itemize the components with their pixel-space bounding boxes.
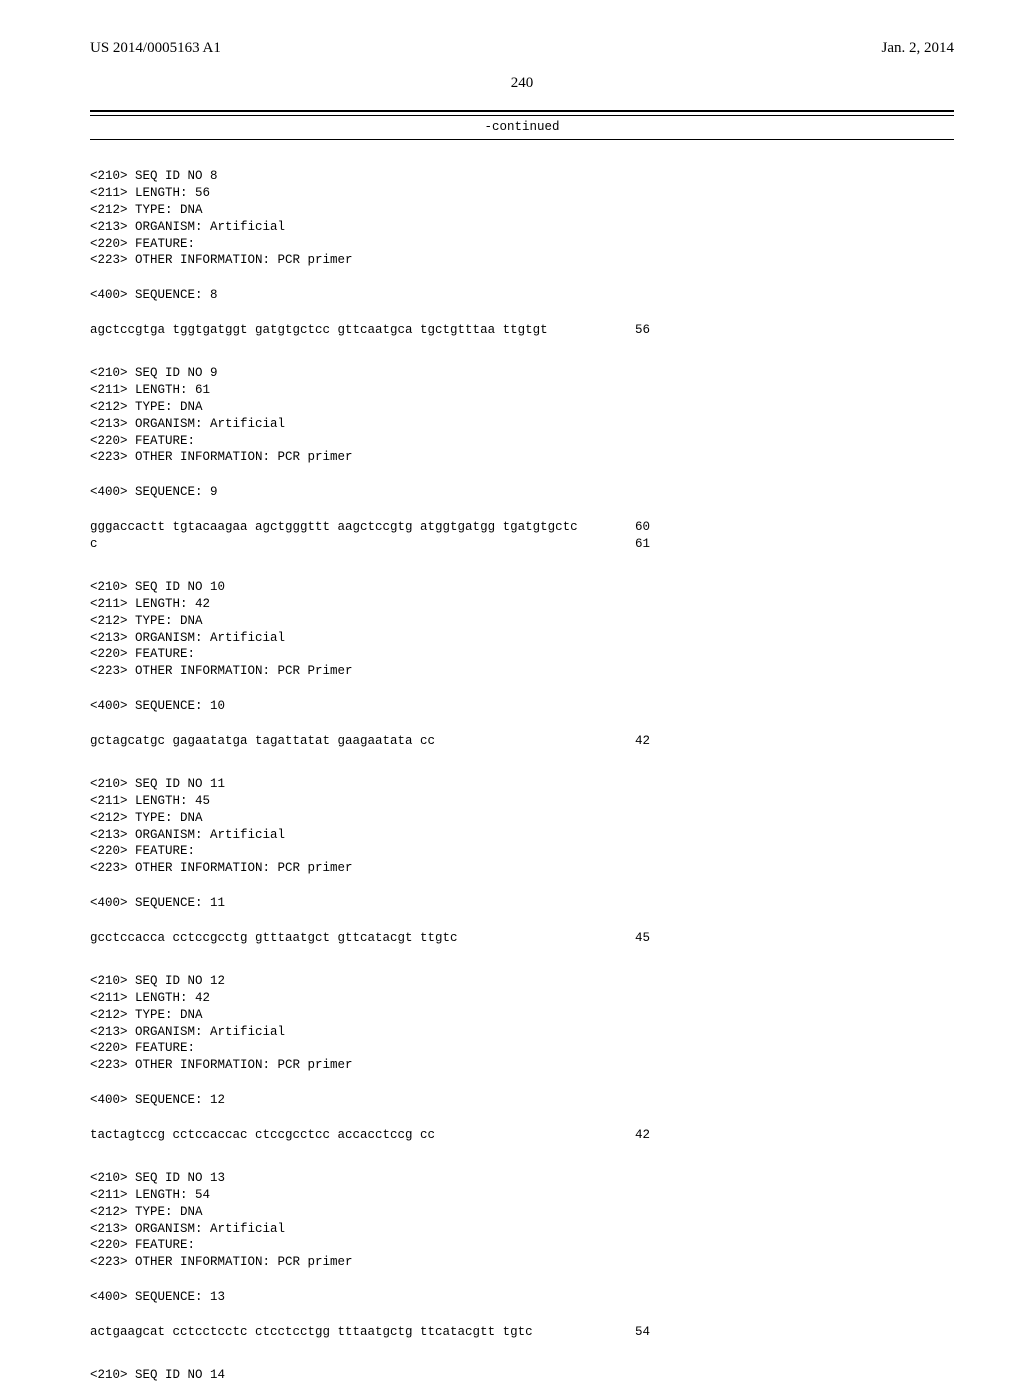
- sequence-text: tactagtccg cctccaccac ctccgcctcc accacct…: [90, 1127, 435, 1144]
- sequence-position: 56: [635, 322, 650, 339]
- sequence-label: <400> SEQUENCE: 13: [90, 1289, 954, 1306]
- sequence-header: <210> SEQ ID NO 11 <211> LENGTH: 45 <212…: [90, 776, 954, 877]
- sequence-text: gcctccacca cctccgcctg gtttaatgct gttcata…: [90, 930, 458, 947]
- sequence-label: <400> SEQUENCE: 8: [90, 287, 954, 304]
- rule-top: [90, 110, 954, 116]
- sequence-text: actgaagcat cctcctcctc ctcctcctgg tttaatg…: [90, 1324, 533, 1341]
- sequence-block: <210> SEQ ID NO 11 <211> LENGTH: 45 <212…: [90, 776, 954, 947]
- publication-number: US 2014/0005163 A1: [90, 40, 221, 57]
- page-number: 240: [90, 75, 954, 92]
- sequence-position: 54: [635, 1324, 650, 1341]
- sequence-line: tactagtccg cctccaccac ctccgcctcc accacct…: [90, 1127, 650, 1144]
- sequence-line: gctagcatgc gagaatatga tagattatat gaagaat…: [90, 733, 650, 750]
- sequence-position: 42: [635, 733, 650, 750]
- sequence-position: 61: [635, 536, 650, 553]
- sequence-line: c 61: [90, 536, 650, 553]
- sequence-position: 60: [635, 519, 650, 536]
- sequence-line: agctccgtga tggtgatggt gatgtgctcc gttcaat…: [90, 322, 650, 339]
- sequence-listing: <210> SEQ ID NO 8 <211> LENGTH: 56 <212>…: [90, 168, 954, 1341]
- sequence-line: gggaccactt tgtacaagaa agctgggttt aagctcc…: [90, 519, 650, 536]
- sequence-text: agctccgtga tggtgatggt gatgtgctcc gttcaat…: [90, 322, 548, 339]
- page: US 2014/0005163 A1 Jan. 2, 2014 240 -con…: [0, 0, 1024, 1320]
- rule-mid: [90, 138, 954, 140]
- sequence-block: <210> SEQ ID NO 12 <211> LENGTH: 42 <212…: [90, 973, 954, 1144]
- sequence-header: <210> SEQ ID NO 13 <211> LENGTH: 54 <212…: [90, 1170, 954, 1271]
- sequence-position: 42: [635, 1127, 650, 1144]
- sequence-text: c: [90, 536, 98, 553]
- sequence-block: <210> SEQ ID NO 13 <211> LENGTH: 54 <212…: [90, 1170, 954, 1341]
- sequence-header: <210> SEQ ID NO 10 <211> LENGTH: 42 <212…: [90, 579, 954, 680]
- sequence-line: gcctccacca cctccgcctg gtttaatgct gttcata…: [90, 930, 650, 947]
- sequence-text: gggaccactt tgtacaagaa agctgggttt aagctcc…: [90, 519, 578, 536]
- sequence-block: <210> SEQ ID NO 10 <211> LENGTH: 42 <212…: [90, 579, 954, 750]
- sequence-header: <210> SEQ ID NO 9 <211> LENGTH: 61 <212>…: [90, 365, 954, 466]
- sequence-header: <210> SEQ ID NO 8 <211> LENGTH: 56 <212>…: [90, 168, 954, 269]
- sequence-label: <400> SEQUENCE: 11: [90, 895, 954, 912]
- sequence-text: gctagcatgc gagaatatga tagattatat gaagaat…: [90, 733, 435, 750]
- sequence-block: <210> SEQ ID NO 9 <211> LENGTH: 61 <212>…: [90, 365, 954, 553]
- sequence-line: actgaagcat cctcctcctc ctcctcctgg tttaatg…: [90, 1324, 650, 1341]
- header-row: US 2014/0005163 A1 Jan. 2, 2014: [90, 40, 954, 57]
- sequence-label: <400> SEQUENCE: 9: [90, 484, 954, 501]
- trailing-seq-header: <210> SEQ ID NO 14: [90, 1367, 954, 1384]
- sequence-label: <400> SEQUENCE: 12: [90, 1092, 954, 1109]
- sequence-block: <210> SEQ ID NO 8 <211> LENGTH: 56 <212>…: [90, 168, 954, 339]
- sequence-header: <210> SEQ ID NO 12 <211> LENGTH: 42 <212…: [90, 973, 954, 1074]
- publication-date: Jan. 2, 2014: [882, 40, 955, 57]
- sequence-label: <400> SEQUENCE: 10: [90, 698, 954, 715]
- sequence-position: 45: [635, 930, 650, 947]
- continued-label: -continued: [90, 120, 954, 134]
